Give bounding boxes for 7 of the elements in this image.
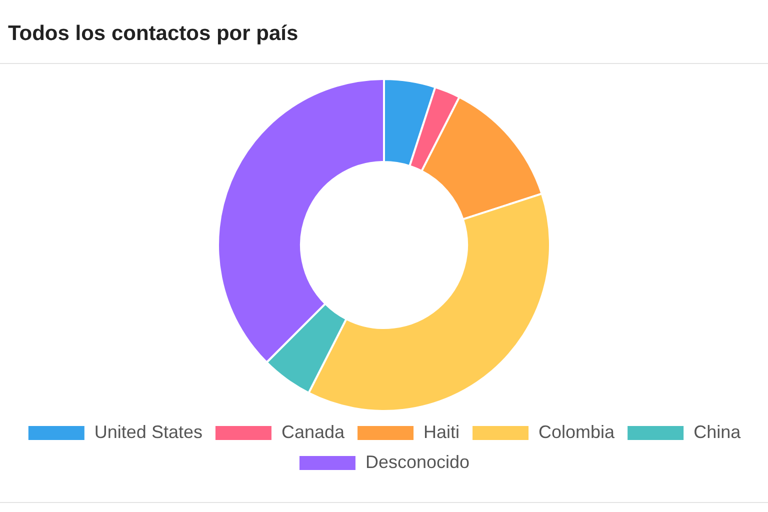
legend-label: Canada [281, 422, 346, 442]
chart-title: Todos los contactos por país [8, 22, 300, 46]
legend-label: China [694, 422, 742, 442]
legend-label: Colombia [538, 422, 616, 442]
legend-label: United States [94, 422, 202, 442]
legend-label: Haiti [424, 422, 460, 442]
legend-label: Desconocido [365, 452, 470, 472]
